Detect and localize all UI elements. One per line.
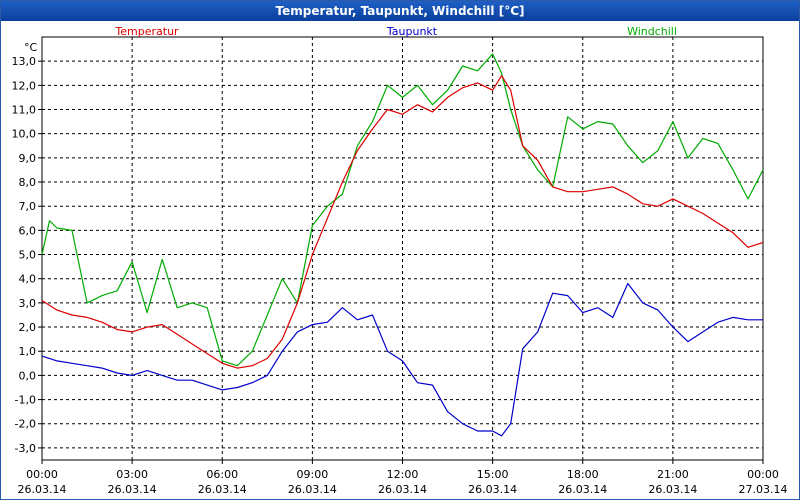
y-tick-label: 2,0 <box>19 321 37 334</box>
legend-windchill: Windchill <box>627 25 677 38</box>
x-tick-time: 09:00 <box>297 468 329 481</box>
x-tick-time: 00:00 <box>26 468 58 481</box>
x-tick-date: 26.03.14 <box>558 483 607 496</box>
x-tick-date: 26.03.14 <box>198 483 247 496</box>
x-tick-date: 26.03.14 <box>378 483 427 496</box>
y-axis: 13,0 12,0 11,0 10,0 9,0 8,0 7,0 6,0 5,0 4,0 3,0 2,0… <box>12 55 42 455</box>
y-tick-label: 4,0 <box>19 273 37 286</box>
chart-title: Temperatur, Taupunkt, Windchill [°C] <box>1 1 799 21</box>
x-tick-date: 26.03.14 <box>468 483 517 496</box>
x-tick-date: 26.03.14 <box>108 483 157 496</box>
x-tick-time: 00:00 <box>747 468 779 481</box>
y-tick-label: 7,0 <box>19 200 37 213</box>
x-tick-date: 27.03.14 <box>739 483 788 496</box>
x-tick-date: 26.03.14 <box>648 483 697 496</box>
y-tick-label: -2,0 <box>15 418 36 431</box>
x-tick-time: 12:00 <box>387 468 419 481</box>
series-line-windchill <box>41 53 764 367</box>
x-tick-time: 06:00 <box>206 468 238 481</box>
x-tick-date: 26.03.14 <box>18 483 67 496</box>
y-tick-label: 12,0 <box>12 79 37 92</box>
y-tick-label: 5,0 <box>19 249 37 262</box>
series-line-temperatur <box>41 75 764 369</box>
series-line-taupunkt <box>41 282 763 437</box>
x-axis: 00:00 26.03.14 03:00 26.03.14 06:00 26.03.14 0… <box>18 460 788 496</box>
x-tick-time: 21:00 <box>657 468 689 481</box>
y-tick-label: -3,0 <box>15 442 36 455</box>
series-lines <box>41 53 764 437</box>
legend-temperatur: Temperatur <box>114 25 179 38</box>
y-tick-label: 11,0 <box>12 104 37 117</box>
x-tick-time: 15:00 <box>477 468 509 481</box>
grid-lines <box>42 37 763 460</box>
y-tick-label: 10,0 <box>12 128 37 141</box>
y-tick-label: 6,0 <box>19 224 37 237</box>
y-axis-unit: °C <box>24 41 38 54</box>
y-tick-label: 9,0 <box>19 152 37 165</box>
y-tick-label: 3,0 <box>19 297 37 310</box>
legend: Temperatur Taupunkt Windchill <box>114 25 677 38</box>
legend-taupunkt: Taupunkt <box>386 25 438 38</box>
x-tick-time: 03:00 <box>116 468 148 481</box>
x-tick-time: 18:00 <box>567 468 599 481</box>
y-tick-label: 13,0 <box>12 55 37 68</box>
y-tick-label: 0,0 <box>19 369 37 382</box>
y-tick-label: 1,0 <box>19 345 37 358</box>
y-tick-label: 8,0 <box>19 176 37 189</box>
y-tick-label: -1,0 <box>15 394 36 407</box>
x-tick-date: 26.03.14 <box>288 483 337 496</box>
